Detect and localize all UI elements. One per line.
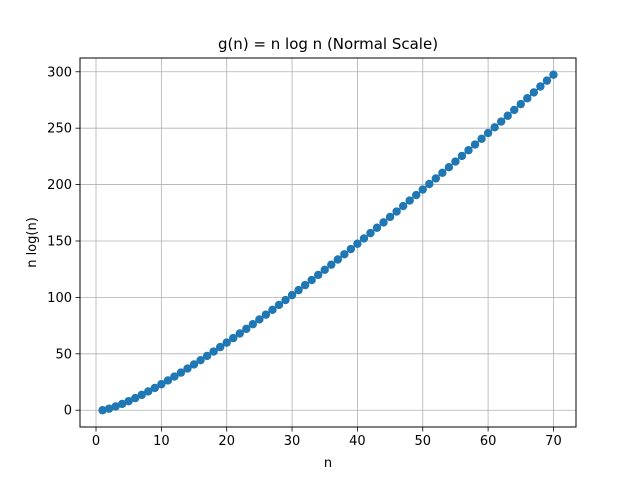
data-point <box>536 82 545 91</box>
data-point <box>366 228 375 238</box>
data-point <box>353 239 362 248</box>
data-point <box>294 285 303 295</box>
plot-area-frame <box>79 57 577 428</box>
data-point <box>111 402 120 411</box>
data-point <box>327 260 336 269</box>
data-point <box>464 146 473 155</box>
x-tick-label: 50 <box>414 434 431 449</box>
data-point <box>320 265 329 275</box>
data-point <box>333 255 343 264</box>
data-point <box>274 300 284 310</box>
data-point <box>176 368 186 377</box>
data-point <box>372 223 382 232</box>
data-point <box>248 319 258 329</box>
data-point <box>242 324 251 334</box>
x-tick-label: 0 <box>92 434 100 449</box>
y-tick-label: 0 <box>64 404 72 419</box>
chart-title: g(n) = n log n (Normal Scale) <box>218 35 438 53</box>
data-point <box>412 190 421 200</box>
data-point <box>418 185 427 194</box>
data-point <box>313 270 323 280</box>
data-point <box>215 342 225 352</box>
data-point <box>268 305 277 315</box>
data-point <box>385 212 395 222</box>
grid-layer <box>80 58 576 427</box>
data-point <box>261 310 271 319</box>
y-tick-label: 100 <box>47 291 72 306</box>
data-point <box>235 329 244 338</box>
data-point <box>307 275 316 285</box>
x-axis-label: n <box>324 456 332 471</box>
data-point <box>490 123 499 132</box>
data-point <box>470 140 480 149</box>
data-point <box>196 355 205 365</box>
data-point <box>117 399 127 409</box>
x-tick-label: 10 <box>153 434 170 449</box>
data-point <box>405 196 414 205</box>
data-point <box>222 338 231 347</box>
data-point <box>255 315 264 324</box>
data-point <box>189 360 199 369</box>
data-point <box>496 117 506 126</box>
data-point <box>131 393 140 403</box>
data-point <box>438 168 447 178</box>
data-point <box>503 111 512 120</box>
data-point <box>157 380 166 389</box>
y-tick-label: 200 <box>47 178 72 193</box>
x-tick-label: 40 <box>349 434 366 449</box>
data-point <box>451 157 460 166</box>
x-tick-label: 60 <box>480 434 497 449</box>
data-point <box>98 406 107 415</box>
x-tick-label: 30 <box>284 434 301 449</box>
data-point <box>359 234 369 243</box>
data-point <box>163 376 173 385</box>
data-point <box>300 280 310 290</box>
data-point <box>425 179 434 189</box>
data-point <box>281 295 290 305</box>
x-tick-label: 20 <box>218 434 235 449</box>
data-point <box>144 387 153 396</box>
data-point <box>516 99 525 109</box>
data-point <box>549 70 558 79</box>
y-tick-label: 150 <box>47 234 72 249</box>
data-point <box>477 134 486 144</box>
data-point <box>124 396 133 406</box>
y-axis-label: n log(n) <box>25 217 40 268</box>
data-point <box>529 88 539 97</box>
data-point <box>398 201 408 211</box>
data-point <box>150 383 160 393</box>
data-point <box>202 351 212 361</box>
data-point <box>287 290 297 300</box>
data-point <box>137 390 146 400</box>
data-point <box>510 105 519 115</box>
data-point <box>431 174 441 183</box>
data-point <box>542 76 552 85</box>
tick-layer: 0 10 20 30 40 50 60 70 0 50 100 150 200 250 300 <box>47 65 562 449</box>
data-point <box>457 151 467 161</box>
series-layer <box>98 70 558 415</box>
data-point <box>340 250 349 259</box>
data-point <box>104 404 114 413</box>
data-point <box>523 94 532 103</box>
y-tick-label: 50 <box>55 347 72 362</box>
data-point <box>444 163 454 172</box>
data-point <box>346 244 356 254</box>
data-point <box>483 128 493 138</box>
data-point <box>209 347 218 356</box>
data-point <box>379 218 388 227</box>
x-tick-label: 70 <box>545 434 562 449</box>
data-point <box>183 364 192 373</box>
data-point <box>170 372 179 381</box>
data-point <box>392 207 401 216</box>
y-tick-label: 300 <box>47 65 72 80</box>
data-point <box>229 333 238 343</box>
y-tick-label: 250 <box>47 122 72 137</box>
